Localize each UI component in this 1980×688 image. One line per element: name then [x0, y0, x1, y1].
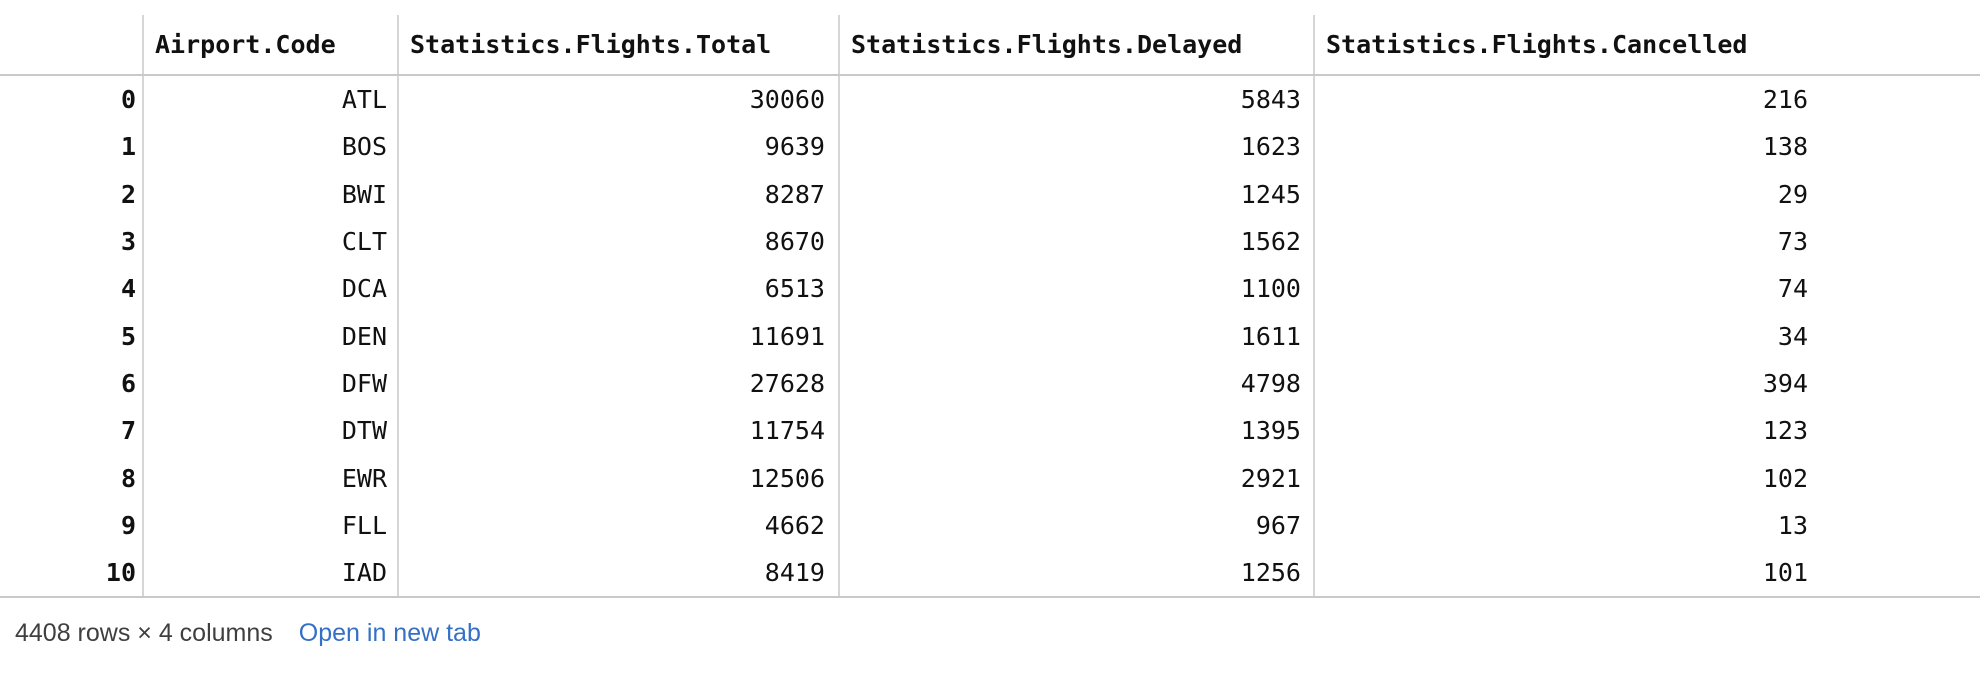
row-filler-cell [1820, 407, 1980, 454]
cell-airport-code: DFW [143, 359, 399, 408]
row-filler-cell [1820, 454, 1980, 501]
cell-row-index: 4 [0, 265, 144, 313]
cell-flights-cancelled: 123 [1762, 416, 1808, 446]
cell-row-index: 10 [0, 548, 144, 599]
cell-flights-total: 9639 [398, 123, 840, 171]
column-header-airport-code: Airport.Code [143, 15, 399, 76]
cell-row-index: 7 [0, 407, 144, 455]
cell-row-index: 0 [0, 75, 144, 124]
cell-airport-code: BWI [143, 170, 399, 218]
cell-flights-cancelled: 216 [1762, 85, 1808, 115]
cell-flights-total: 11691 [398, 312, 840, 360]
table-row: 1 BOS 9639 1623 138 [0, 123, 1980, 171]
cell-row-index: 2 [0, 170, 144, 218]
cell-airport-code: DEN [143, 312, 399, 360]
row-filler-cell [1820, 502, 1980, 549]
row-filler-cell [1820, 360, 1980, 407]
table-row: 4 DCA 6513 1100 74 [0, 265, 1980, 313]
cell-row-index: 9 [0, 501, 144, 549]
table-row: 3 CLT 8670 1562 73 [0, 217, 1980, 266]
cell-flights-delayed: 5843 [839, 75, 1315, 124]
cell-flights-cancelled: 34 [1777, 321, 1808, 351]
cell-flights-total: 6513 [398, 265, 840, 313]
cell-airport-code: DTW [143, 407, 399, 455]
cell-flights-cancelled: 394 [1762, 368, 1808, 398]
row-filler-cell [1820, 171, 1980, 218]
row-filler-cell [1820, 265, 1980, 312]
cell-flights-total: 11754 [398, 407, 840, 455]
cell-flights-cancelled: 101 [1314, 548, 1820, 599]
cell-flights-total: 12506 [398, 454, 840, 502]
row-filler-cell [1820, 123, 1980, 170]
column-header-flights-delayed: Statistics.Flights.Delayed [839, 15, 1315, 76]
cell-flights-total: 30060 [398, 75, 840, 124]
cell-flights-delayed: 1623 [839, 123, 1315, 171]
cell-flights-total: 27628 [398, 359, 840, 408]
table-row: 7 DTW 11754 1395 123 [0, 407, 1980, 455]
index-column-header [0, 15, 144, 76]
cell-flights-delayed: 1611 [839, 312, 1315, 360]
cell-flights-delayed: 2921 [839, 454, 1315, 502]
cell-row-index: 3 [0, 217, 144, 266]
cell-airport-code: ATL [143, 75, 399, 124]
cell-airport-code: IAD [143, 548, 399, 599]
cell-row-index: 5 [0, 312, 144, 360]
table-row: 10 IAD 8419 1256 101 [0, 548, 1980, 599]
table-row: 9 FLL 4662 967 13 [0, 501, 1980, 549]
row-filler-cell [1820, 548, 1980, 599]
cell-airport-code: DCA [143, 265, 399, 313]
table-row: 2 BWI 8287 1245 29 [0, 170, 1980, 218]
cell-flights-total: 8419 [398, 548, 840, 599]
cell-flights-total: 8287 [398, 170, 840, 218]
table-row: 0 ATL 30060 5843 216 [0, 75, 1980, 124]
cell-flights-delayed: 1562 [839, 217, 1315, 266]
cell-flights-cancelled: 13 [1777, 510, 1808, 540]
table-footer: 4408 rows × 4 columns Open in new tab [15, 618, 1980, 648]
cell-flights-delayed: 4798 [839, 359, 1315, 408]
header-filler-cell [1820, 15, 1980, 76]
row-filler-cell [1820, 312, 1980, 359]
table-row: 8 EWR 12506 2921 102 [0, 454, 1980, 502]
row-filler-cell [1820, 75, 1980, 123]
cell-flights-cancelled: 29 [1777, 179, 1808, 209]
cell-flights-delayed: 1100 [839, 265, 1315, 313]
cell-airport-code: FLL [143, 501, 399, 549]
column-header-flights-cancelled: Statistics.Flights.Cancelled [1314, 15, 1820, 76]
cell-row-index: 6 [0, 359, 144, 408]
cell-flights-cancelled: 74 [1777, 274, 1808, 304]
row-count-summary: 4408 rows × 4 columns [15, 619, 273, 648]
cell-flights-total: 4662 [398, 501, 840, 549]
cell-flights-delayed: 1395 [839, 407, 1315, 455]
cell-airport-code: BOS [143, 123, 399, 171]
cell-row-index: 1 [0, 123, 144, 171]
dataframe-header: Airport.Code Statistics.Flights.Total St… [0, 15, 1980, 76]
cell-flights-cancelled: 102 [1762, 463, 1808, 493]
dataframe-body: 0 ATL 30060 5843 216 1 BOS 9639 1623 138… [0, 75, 1980, 599]
cell-flights-cancelled: 73 [1777, 227, 1808, 257]
cell-flights-delayed: 1256 [839, 548, 1315, 599]
table-row: 5 DEN 11691 1611 34 [0, 312, 1980, 360]
row-filler-cell [1820, 218, 1980, 265]
dataframe-table: Airport.Code Statistics.Flights.Total St… [0, 15, 1980, 599]
cell-flights-cancelled: 138 [1762, 132, 1808, 162]
header-row: Airport.Code Statistics.Flights.Total St… [0, 15, 1980, 76]
column-header-flights-total: Statistics.Flights.Total [398, 15, 840, 76]
cell-flights-delayed: 967 [839, 501, 1315, 549]
cell-flights-total: 8670 [398, 217, 840, 266]
cell-airport-code: CLT [143, 217, 399, 266]
open-in-new-tab-link[interactable]: Open in new tab [298, 619, 481, 648]
table-row: 6 DFW 27628 4798 394 [0, 359, 1980, 408]
cell-airport-code: EWR [143, 454, 399, 502]
cell-flights-delayed: 1245 [839, 170, 1315, 218]
cell-row-index: 8 [0, 454, 144, 502]
